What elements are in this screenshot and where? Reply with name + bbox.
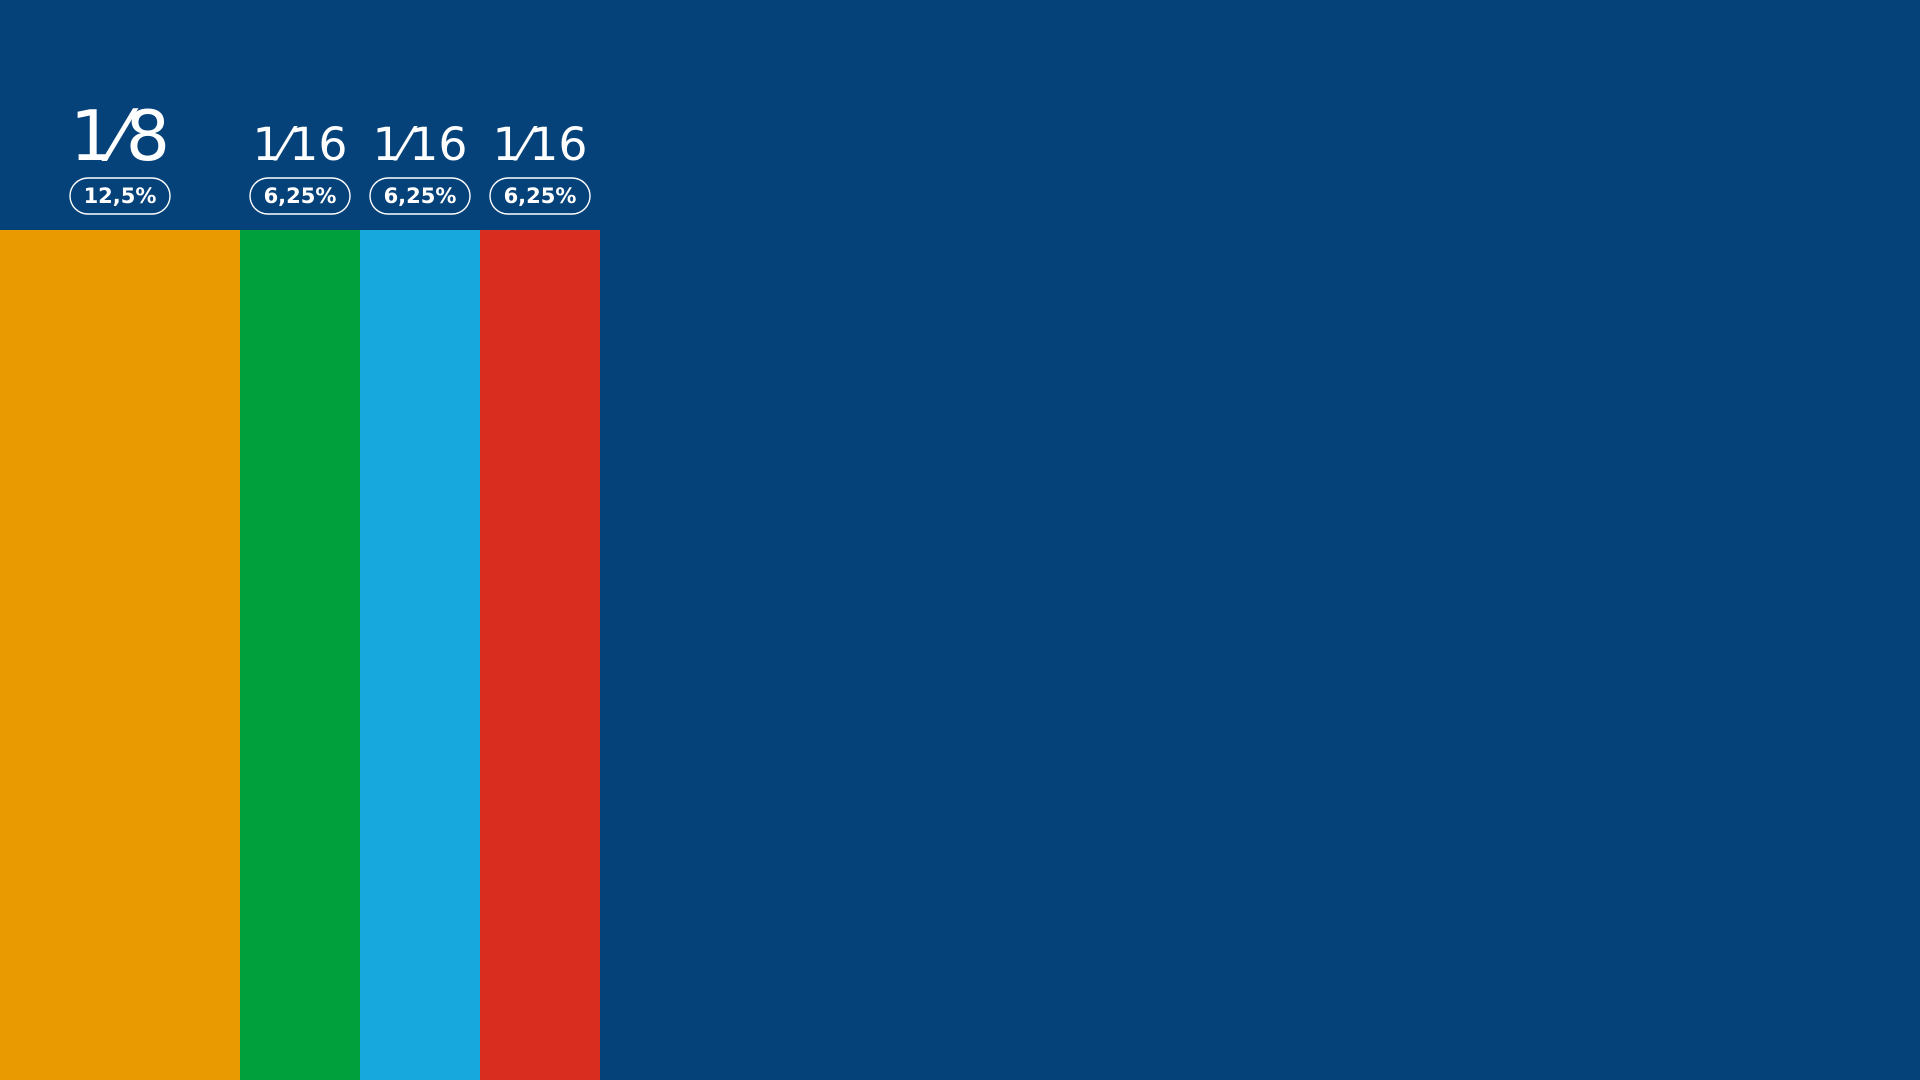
segment	[0, 230, 240, 1080]
segment	[480, 230, 600, 1080]
percent-pill	[489, 177, 591, 215]
percent-label: 6,25%	[384, 184, 457, 208]
fraction-label: 1⁄16	[493, 118, 588, 171]
percent-pill	[369, 177, 471, 215]
fraction-label: 1⁄16	[253, 118, 348, 171]
segment	[240, 230, 360, 1080]
percent-label: 6,25%	[504, 184, 577, 208]
percent-label: 6,25%	[264, 184, 337, 208]
fraction-label: 1⁄16	[373, 118, 468, 171]
percent-label: 12,5%	[84, 184, 157, 208]
percent-pill	[249, 177, 351, 215]
segment	[360, 230, 480, 1080]
percent-pill	[69, 177, 171, 215]
fraction-label: 1⁄8	[70, 96, 170, 177]
